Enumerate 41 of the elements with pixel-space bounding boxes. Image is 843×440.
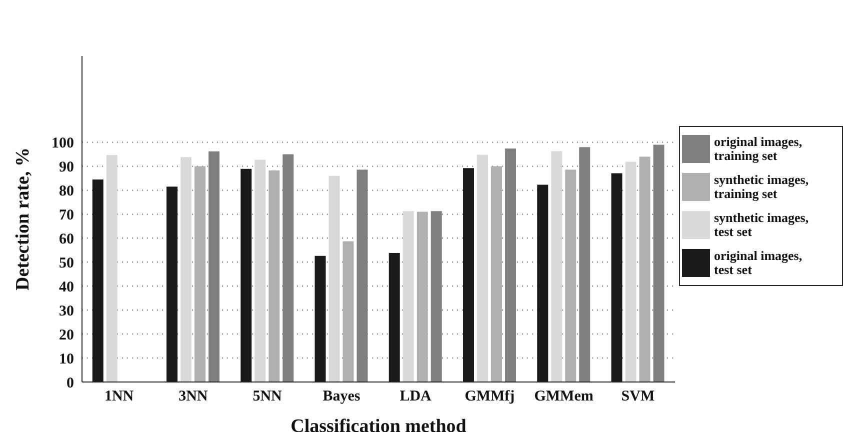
bar bbox=[342, 241, 354, 382]
bar bbox=[254, 160, 266, 382]
bar bbox=[194, 166, 206, 382]
y-tick-label: 60 bbox=[59, 232, 74, 248]
y-tick-label: 90 bbox=[59, 160, 74, 176]
x-tick-label: GMMfj bbox=[464, 388, 515, 405]
x-axis-title: Classification method bbox=[290, 416, 467, 437]
x-tick-label: SVM bbox=[621, 388, 655, 405]
x-tick-label: 3NN bbox=[178, 388, 208, 405]
bar bbox=[477, 154, 488, 382]
legend-label: synthetic images, test set bbox=[714, 210, 810, 239]
bar bbox=[625, 162, 636, 382]
x-tick-label: 1NN bbox=[104, 388, 134, 405]
bar bbox=[416, 212, 428, 382]
y-tick-label: 10 bbox=[59, 351, 74, 368]
x-tick-label: GMMem bbox=[534, 388, 594, 405]
bar bbox=[551, 151, 562, 382]
x-tick-label: 5NN bbox=[252, 388, 282, 405]
legend-label: original images, test set bbox=[714, 248, 804, 277]
x-tick-label: Bayes bbox=[322, 388, 360, 405]
y-tick-label: 0 bbox=[66, 375, 74, 392]
bar bbox=[491, 166, 502, 382]
bar bbox=[402, 211, 414, 382]
y-tick-label: 100 bbox=[52, 136, 74, 152]
bar bbox=[565, 170, 576, 382]
y-axis-title: Detection rate, % bbox=[12, 148, 34, 290]
bar bbox=[268, 170, 280, 382]
y-tick-label: 70 bbox=[59, 208, 74, 224]
x-tick-label: LDA bbox=[400, 388, 432, 405]
y-tick-label: 20 bbox=[59, 327, 74, 344]
y-tick-label: 30 bbox=[59, 303, 74, 320]
y-tick-label: 80 bbox=[59, 184, 74, 200]
bar bbox=[328, 176, 340, 382]
bar bbox=[106, 155, 118, 382]
bar bbox=[180, 157, 192, 382]
y-tick-label: 50 bbox=[59, 255, 74, 272]
y-tick-label: 40 bbox=[59, 279, 74, 296]
legend-label: synthetic images, training set bbox=[714, 172, 810, 201]
bar bbox=[639, 156, 650, 382]
bar bbox=[356, 170, 368, 382]
legend-label: original images, training set bbox=[714, 134, 804, 163]
